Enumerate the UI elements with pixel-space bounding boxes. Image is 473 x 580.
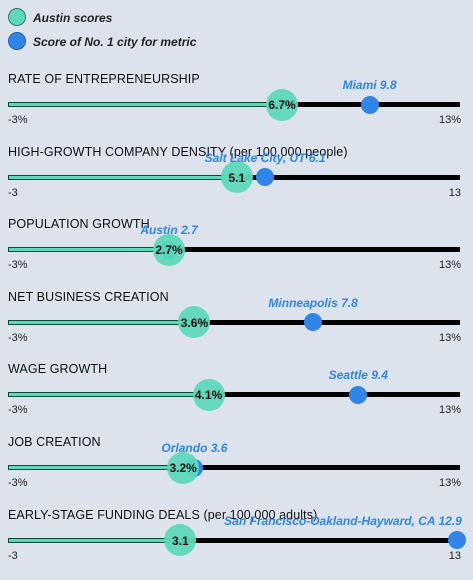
austin-value-label: 3.6%: [180, 315, 209, 330]
metric-title: NET BUSINESS CREATION: [8, 289, 169, 304]
metric-track: [8, 319, 460, 325]
axis-min-label: -3%: [8, 114, 28, 126]
austin-fill-bar: [8, 465, 184, 470]
axis-min-label: -3: [8, 186, 18, 199]
austin-value-label: 6.7%: [268, 98, 296, 112]
metric-title: RATE OF ENTREPRENEURSHIP: [8, 72, 200, 86]
axis-min-label: -3%: [8, 331, 28, 344]
leader-marker: [349, 385, 368, 404]
austin-marker: [220, 161, 253, 194]
axis-max-label: 13%: [438, 404, 461, 417]
metric-track: [8, 392, 460, 398]
metric-track: [8, 247, 460, 253]
metric-row: RATE OF ENTREPRENEURSHIP 6.7% Miami 9.8 -3%…: [0, 72, 473, 144]
austin-fill-bar: [8, 319, 195, 325]
metric-row: EARLY-STAGE FUNDING DEALS (per 100,000 a…: [0, 508, 473, 580]
leader-value-label: San Francisco-Oakland-Hayward, CA 12.9: [224, 513, 462, 528]
leader-value-label: Miami 9.8: [342, 78, 397, 92]
austin-fill-bar: [8, 247, 170, 253]
leader-marker: [360, 95, 379, 114]
metric-row: JOB CREATION 3.2% Orlando 3.6 -3% 13%: [0, 435, 473, 507]
metric-title: JOB CREATION: [8, 435, 101, 449]
austin-marker: [266, 88, 299, 121]
austin-value-label: 3.1: [171, 533, 189, 548]
leader-value-label: Orlando 3.6: [161, 441, 228, 455]
metric-row: NET BUSINESS CREATION 3.6% Minneapolis 7.8…: [0, 290, 473, 362]
metric-title: WAGE GROWTH: [8, 362, 108, 377]
axis-min-label: -3: [8, 549, 18, 562]
austin-marker: [164, 524, 197, 557]
metric-row: POPULATION GROWTH 2.7% Austin 2.7 -3% 13%: [0, 217, 473, 289]
austin-fill-bar: [8, 174, 237, 180]
axis-max-label: 13: [448, 549, 461, 562]
leader-value-label: Austin 2.7: [140, 223, 198, 238]
austin-marker: [178, 306, 211, 339]
austin-value-label: 4.1%: [194, 388, 223, 403]
legend-label-leader: Score of No. 1 city for metric: [33, 35, 197, 49]
axis-max-label: 13%: [438, 331, 461, 344]
axis-min-label: -3%: [8, 477, 28, 489]
axis-min-label: -3%: [8, 404, 28, 417]
leader-marker: [448, 531, 467, 550]
legend-swatch-leader: [8, 32, 26, 50]
leader-value-label: Seattle 9.4: [328, 368, 388, 383]
leader-value-label: Salt Lake City, UT 6.1: [204, 150, 326, 165]
austin-fill-bar: [8, 102, 283, 107]
austin-marker: [192, 378, 225, 411]
metric-track: [8, 537, 460, 543]
leader-value-label: Minneapolis 7.8: [268, 295, 358, 310]
austin-value-label: 5.1: [228, 170, 246, 185]
axis-max-label: 13%: [438, 477, 461, 489]
legend-label-austin: Austin scores: [33, 11, 113, 25]
austin-marker: [167, 451, 200, 484]
axis-max-label: 13%: [438, 259, 461, 272]
metric-title: POPULATION GROWTH: [8, 217, 150, 232]
austin-marker: [153, 233, 186, 266]
metric-row: HIGH-GROWTH COMPANY DENSITY (per 100,000…: [0, 145, 473, 217]
leader-marker: [256, 168, 275, 187]
leader-marker: [304, 313, 323, 332]
metric-title: EARLY-STAGE FUNDING DEALS (per 100,000 a…: [8, 507, 318, 522]
axis-max-label: 13%: [438, 114, 461, 126]
austin-value-label: 2.7%: [155, 243, 183, 258]
metric-track: [8, 465, 460, 470]
axis-min-label: -3%: [8, 259, 28, 272]
metric-title: HIGH-GROWTH COMPANY DENSITY (per 100,000…: [8, 144, 348, 159]
austin-fill-bar: [8, 392, 209, 398]
austin-fill-bar: [8, 537, 181, 543]
metric-row: WAGE GROWTH 4.1% Seattle 9.4 -3% 13%: [0, 362, 473, 434]
austin-value-label: 3.2%: [169, 461, 197, 475]
axis-max-label: 13: [448, 186, 461, 199]
legend-swatch-austin: [8, 8, 26, 26]
